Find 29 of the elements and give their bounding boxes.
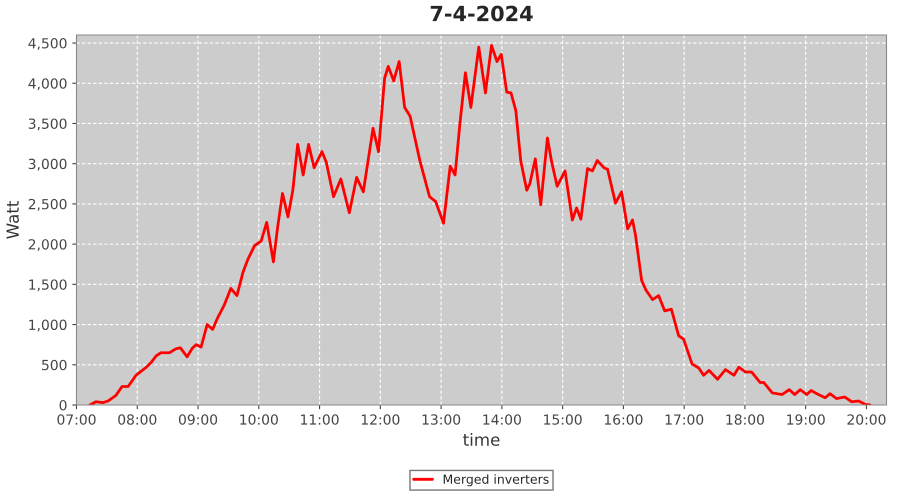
chart-title: 7-4-2024 <box>430 6 533 22</box>
x-tick-label: 12:00 <box>362 414 400 425</box>
x-tick-label: 19:00 <box>787 414 825 425</box>
x-tick-label: 10:00 <box>240 414 278 425</box>
x-tick-label: 09:00 <box>178 414 218 425</box>
y-tick-label: 2,000 <box>28 239 67 252</box>
y-tick-label: 1,000 <box>29 320 67 332</box>
y-axis-title: Watt <box>6 201 19 239</box>
x-axis-title: time <box>463 433 500 446</box>
legend-label: Merged inverters <box>444 474 549 486</box>
y-tick-label: 3,500 <box>28 118 67 130</box>
y-tick-label: 500 <box>42 360 67 370</box>
x-tick-label: 07:00 <box>57 414 96 425</box>
y-tick-label: 2,500 <box>28 198 67 211</box>
x-tick-label: 08:00 <box>118 414 156 425</box>
x-tick-label: 18:00 <box>726 414 764 425</box>
x-tick-label: 14:00 <box>483 414 521 425</box>
y-tick-label: 1,500 <box>29 279 67 292</box>
y-tick-label: 3,000 <box>28 158 67 171</box>
x-tick-label: 20:00 <box>847 414 886 425</box>
x-tick-label: 13:00 <box>422 414 460 425</box>
x-tick-label: 17:00 <box>666 414 704 425</box>
x-tick-label: 15:00 <box>544 414 582 425</box>
x-tick-label: 16:00 <box>604 414 642 425</box>
y-tick-label: 0 <box>60 400 67 410</box>
y-tick-label: 4,500 <box>28 38 67 50</box>
line-series <box>88 44 872 405</box>
y-tick-label: 4,000 <box>28 78 67 90</box>
x-tick-label: 11:00 <box>301 414 339 425</box>
